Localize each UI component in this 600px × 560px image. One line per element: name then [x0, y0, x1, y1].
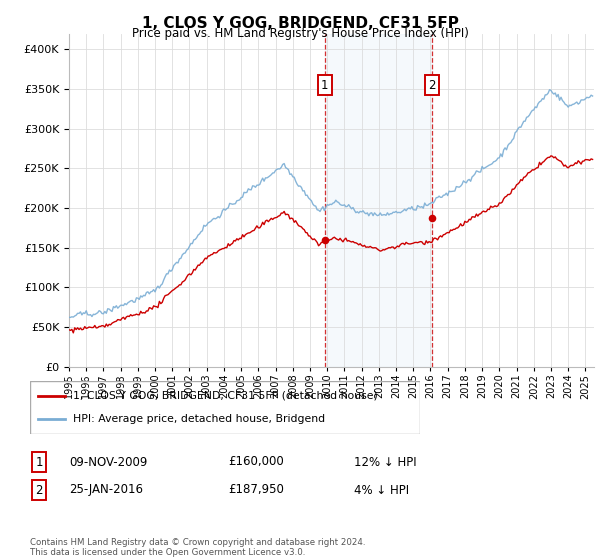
Text: 1, CLOS Y GOG, BRIDGEND, CF31 5FP: 1, CLOS Y GOG, BRIDGEND, CF31 5FP — [142, 16, 458, 31]
Text: HPI: Average price, detached house, Bridgend: HPI: Average price, detached house, Brid… — [73, 414, 325, 424]
Text: 12% ↓ HPI: 12% ↓ HPI — [354, 455, 416, 469]
Bar — [325, 34, 431, 367]
Text: 1, CLOS Y GOG, BRIDGEND, CF31 5FP (detached house): 1, CLOS Y GOG, BRIDGEND, CF31 5FP (detac… — [73, 391, 377, 401]
Text: 2: 2 — [35, 483, 43, 497]
Text: 09-NOV-2009: 09-NOV-2009 — [69, 455, 148, 469]
Text: 25-JAN-2016: 25-JAN-2016 — [69, 483, 143, 497]
Text: £187,950: £187,950 — [228, 483, 284, 497]
Text: 2: 2 — [428, 78, 436, 92]
Text: Price paid vs. HM Land Registry's House Price Index (HPI): Price paid vs. HM Land Registry's House … — [131, 27, 469, 40]
Text: 1: 1 — [35, 455, 43, 469]
Text: 1: 1 — [321, 78, 329, 92]
Text: £160,000: £160,000 — [228, 455, 284, 469]
Point — [427, 213, 436, 222]
Text: 4% ↓ HPI: 4% ↓ HPI — [354, 483, 409, 497]
Text: Contains HM Land Registry data © Crown copyright and database right 2024.
This d: Contains HM Land Registry data © Crown c… — [30, 538, 365, 557]
Point — [320, 235, 329, 244]
